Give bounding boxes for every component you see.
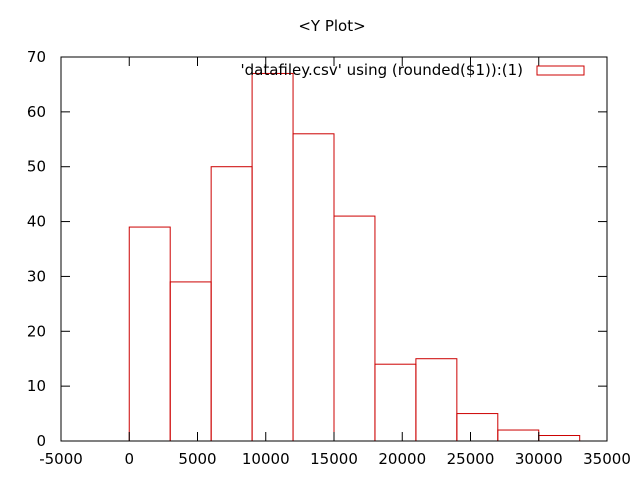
histogram-bar	[128, 226, 171, 442]
x-tick-label: 15000	[310, 450, 358, 468]
histogram-bar	[169, 281, 212, 442]
bars-group	[128, 72, 581, 442]
histogram-bar	[251, 72, 294, 442]
y-tick-labels: 0 10 20 30 40 50 60 70	[27, 48, 46, 450]
y-tick-label: 10	[27, 377, 46, 395]
histogram-bar	[497, 429, 540, 442]
x-tick-label: -5000	[39, 450, 83, 468]
legend-swatch	[536, 65, 585, 76]
histogram-bar	[210, 166, 253, 442]
y-tick-label: 50	[27, 158, 46, 176]
histogram-bar	[415, 358, 458, 442]
x-tick-label: 20000	[378, 450, 426, 468]
x-tick-label: 25000	[447, 450, 495, 468]
y-tick-label: 60	[27, 103, 46, 121]
histogram-bar	[292, 133, 335, 442]
x-tick-label: 5000	[178, 450, 216, 468]
histogram-bar	[456, 413, 499, 442]
y-tick-label: 0	[36, 432, 46, 450]
y-tick-label: 20	[27, 322, 46, 340]
legend-label: 'datafiley.csv' using (rounded($1)):(1)	[241, 61, 523, 79]
x-tick-label: 35000	[583, 450, 631, 468]
chart-title: <Y Plot>	[298, 17, 365, 35]
x-tick-labels: -5000 0 5000 10000 15000 20000 25000 30000 35000	[39, 450, 631, 468]
x-tick-label: 30000	[515, 450, 563, 468]
legend: 'datafiley.csv' using (rounded($1)):(1)	[241, 61, 585, 79]
axis-ticks	[60, 56, 608, 442]
x-tick-label: 0	[124, 450, 134, 468]
histogram-bar	[333, 215, 376, 442]
histogram-bar	[374, 363, 417, 442]
y-tick-label: 40	[27, 213, 46, 231]
y-tick-label: 30	[27, 267, 46, 285]
histogram-bar	[538, 435, 581, 442]
x-tick-label: 10000	[242, 450, 290, 468]
y-tick-label: 70	[27, 48, 46, 66]
